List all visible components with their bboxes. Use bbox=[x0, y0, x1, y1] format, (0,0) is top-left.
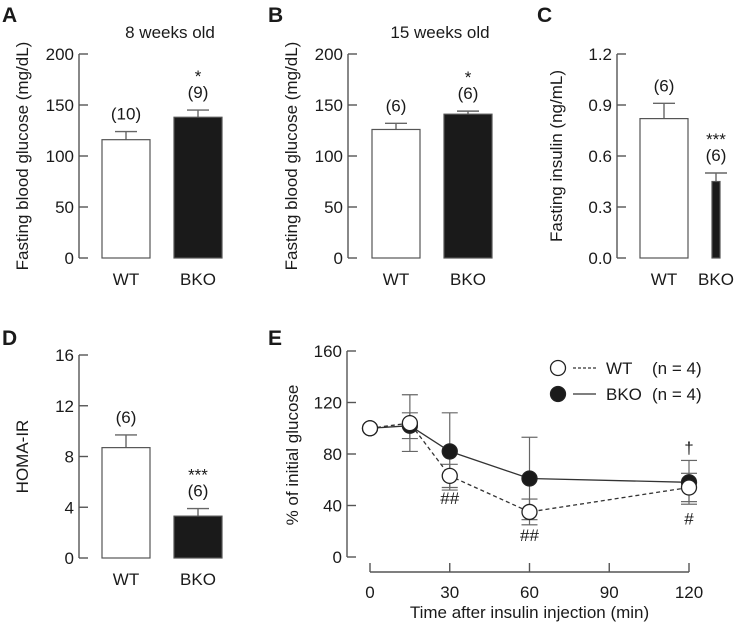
panel-label: A bbox=[2, 4, 17, 27]
y-tick-label: 150 bbox=[46, 96, 74, 115]
y-tick-label: 8 bbox=[65, 448, 74, 467]
y-axis-label: Fasting insulin (ng/mL) bbox=[547, 70, 566, 242]
bar-wt bbox=[101, 139, 151, 259]
category-label: WT bbox=[113, 270, 139, 289]
y-tick-label: 0 bbox=[334, 249, 343, 268]
bar-bko bbox=[173, 116, 223, 259]
y-axis-label: Fasting blood glucose (mg/dL) bbox=[13, 42, 32, 271]
y-tick-label: 0.9 bbox=[588, 96, 612, 115]
data-point-bko bbox=[521, 470, 538, 487]
y-tick-label: 0 bbox=[333, 548, 342, 567]
y-tick-label: 12 bbox=[55, 397, 74, 416]
n-label: (6) bbox=[188, 482, 209, 501]
y-tick-label: 4 bbox=[65, 498, 74, 517]
data-point-wt bbox=[521, 503, 538, 521]
x-tick-label: 0 bbox=[365, 583, 374, 602]
bar-bko bbox=[173, 515, 223, 559]
bar-wt bbox=[639, 117, 689, 259]
y-axis-label: HOMA-IR bbox=[13, 420, 32, 494]
significance-marker: * bbox=[465, 68, 472, 87]
x-tick-label: 90 bbox=[600, 583, 619, 602]
significance-annotation: ## bbox=[440, 489, 459, 508]
y-tick-label: 0.6 bbox=[588, 147, 612, 166]
n-label: (6) bbox=[706, 146, 727, 165]
bar-bko bbox=[711, 180, 721, 259]
legend-label: WT bbox=[606, 359, 632, 378]
panel-label: C bbox=[537, 4, 552, 27]
panel-label: D bbox=[2, 327, 17, 350]
y-tick-label: 16 bbox=[55, 346, 74, 365]
data-point-wt bbox=[680, 479, 698, 496]
y-tick-label: 200 bbox=[46, 45, 74, 64]
y-tick-label: 50 bbox=[324, 198, 343, 217]
panel-label: E bbox=[268, 327, 282, 350]
data-point-wt bbox=[441, 467, 458, 485]
y-tick-label: 100 bbox=[46, 147, 74, 166]
y-tick-label: 120 bbox=[314, 394, 342, 413]
y-axis-label: Fasting blood glucose (mg/dL) bbox=[282, 42, 301, 271]
significance-marker: *** bbox=[706, 130, 726, 149]
n-label: (9) bbox=[188, 83, 209, 102]
y-tick-label: 150 bbox=[315, 96, 343, 115]
category-label: WT bbox=[113, 570, 139, 589]
legend-marker-bko bbox=[549, 385, 567, 403]
category-label: BKO bbox=[180, 570, 216, 589]
data-point-wt bbox=[361, 420, 379, 437]
y-tick-label: 80 bbox=[323, 445, 342, 464]
n-label: (6) bbox=[458, 84, 479, 103]
y-tick-label: 1.2 bbox=[588, 45, 612, 64]
category-label: BKO bbox=[450, 270, 486, 289]
legend-n-label: (n = 4) bbox=[652, 359, 702, 378]
y-tick-label: 0 bbox=[65, 549, 74, 568]
legend-n-label: (n = 4) bbox=[652, 385, 702, 404]
x-tick-label: 120 bbox=[675, 583, 703, 602]
x-tick-label: 30 bbox=[440, 583, 459, 602]
bar-wt bbox=[101, 447, 151, 559]
bar-wt bbox=[371, 128, 421, 259]
x-tick-label: 60 bbox=[520, 583, 539, 602]
category-label: WT bbox=[651, 270, 677, 289]
panel-label: B bbox=[268, 4, 283, 27]
category-label: WT bbox=[383, 270, 409, 289]
significance-marker: *** bbox=[188, 466, 208, 485]
y-tick-label: 100 bbox=[315, 147, 343, 166]
y-tick-label: 50 bbox=[55, 198, 74, 217]
panel-title: 15 weeks old bbox=[390, 23, 489, 42]
significance-annotation: # bbox=[684, 509, 694, 528]
significance-marker: * bbox=[195, 67, 202, 86]
n-label: (6) bbox=[116, 408, 137, 427]
x-axis-label: Time after insulin injection (min) bbox=[410, 603, 649, 622]
legend-label: BKO bbox=[606, 385, 642, 404]
y-tick-label: 0.3 bbox=[588, 198, 612, 217]
y-tick-label: 40 bbox=[323, 497, 342, 516]
y-tick-label: 0.0 bbox=[588, 249, 612, 268]
legend-marker-wt bbox=[549, 359, 567, 377]
n-label: (6) bbox=[386, 96, 407, 115]
data-point-wt bbox=[401, 414, 419, 432]
y-tick-label: 160 bbox=[314, 342, 342, 361]
y-tick-label: 0 bbox=[65, 249, 74, 268]
y-tick-label: 200 bbox=[315, 45, 343, 64]
data-point-bko bbox=[441, 443, 458, 460]
y-axis-label: % of initial glucose bbox=[283, 385, 302, 526]
panel-title: 8 weeks old bbox=[125, 23, 215, 42]
significance-annotation: † bbox=[684, 439, 693, 458]
n-label: (6) bbox=[654, 76, 675, 95]
category-label: BKO bbox=[180, 270, 216, 289]
bar-bko bbox=[443, 113, 493, 259]
significance-annotation: ## bbox=[520, 526, 539, 545]
category-label: BKO bbox=[698, 270, 734, 289]
n-label: (10) bbox=[111, 105, 141, 124]
